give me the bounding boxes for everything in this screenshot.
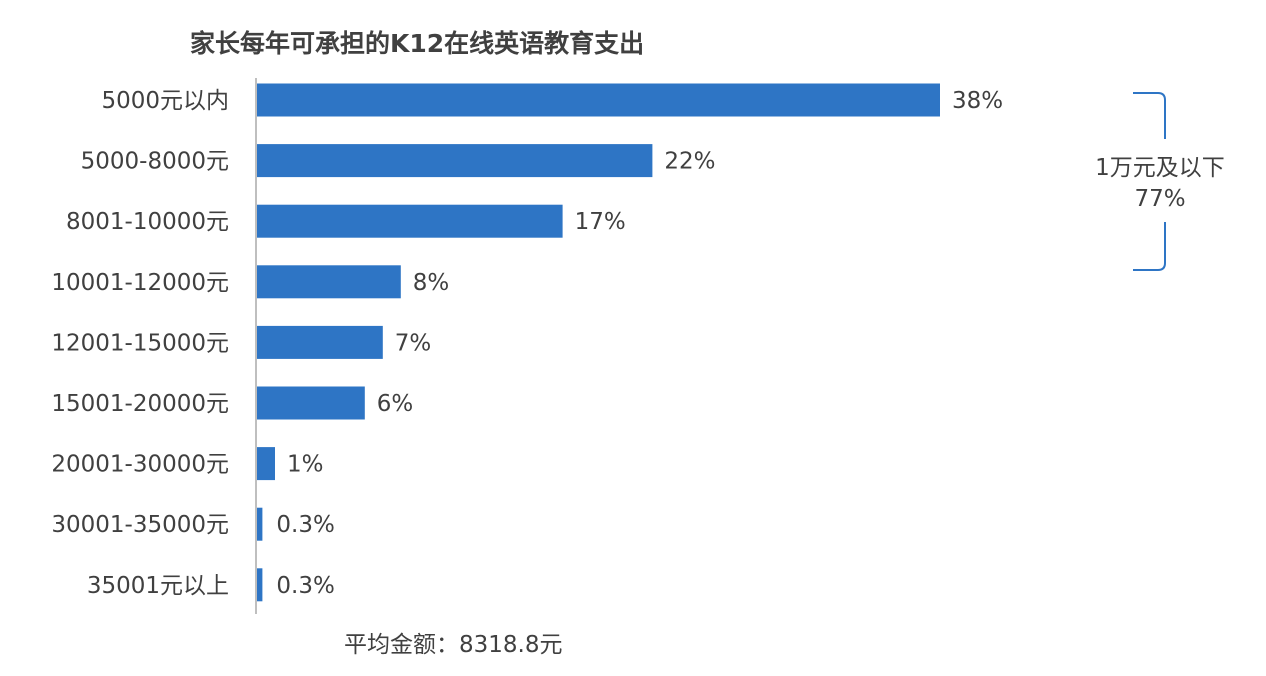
bar-2: [257, 204, 563, 238]
value-label-7: 0.3%: [276, 512, 334, 538]
value-labels: 38% 22% 17% 8% 7% 6% 1% 0.3% 0.3%: [276, 88, 1003, 599]
value-label-8: 0.3%: [276, 573, 334, 599]
value-label-4: 7%: [395, 330, 432, 356]
category-label-4: 12001-15000元: [51, 330, 229, 356]
bar-5: [257, 386, 365, 420]
bar-7: [257, 507, 263, 541]
bracket-annotation: 1万元及以下 77%: [1095, 92, 1225, 271]
bracket-lower: [1133, 222, 1166, 271]
bar-1: [257, 144, 653, 178]
bar-3: [257, 265, 401, 299]
category-label-2: 8001-10000元: [66, 209, 229, 235]
category-label-1: 5000-8000元: [81, 149, 229, 175]
value-label-1: 22%: [664, 149, 715, 175]
average-amount-note: 平均金额：8318.8元: [344, 632, 562, 658]
category-label-6: 20001-30000元: [51, 452, 229, 478]
category-label-5: 15001-20000元: [51, 391, 229, 417]
bracket-upper: [1133, 92, 1166, 139]
category-labels: 5000元以内 5000-8000元 8001-10000元 10001-12000元…: [51, 88, 229, 599]
bar-8: [257, 568, 263, 602]
bracket-label-line2: 77%: [1134, 186, 1185, 212]
chart-title: 家长每年可承担的K12在线英语教育支出: [190, 29, 644, 58]
category-label-3: 10001-12000元: [51, 270, 229, 296]
category-label-8: 35001元以上: [87, 573, 229, 599]
bar-6: [257, 447, 275, 481]
value-label-0: 38%: [952, 88, 1003, 114]
bars-group: [257, 83, 940, 602]
value-label-6: 1%: [287, 452, 324, 478]
value-label-5: 6%: [377, 391, 414, 417]
category-label-0: 5000元以内: [101, 88, 229, 114]
value-label-2: 17%: [575, 209, 626, 235]
value-label-3: 8%: [413, 270, 450, 296]
category-label-7: 30001-35000元: [51, 512, 229, 538]
bracket-label-line1: 1万元及以下: [1095, 155, 1225, 181]
bar-0: [257, 83, 940, 117]
bar-4: [257, 325, 383, 359]
